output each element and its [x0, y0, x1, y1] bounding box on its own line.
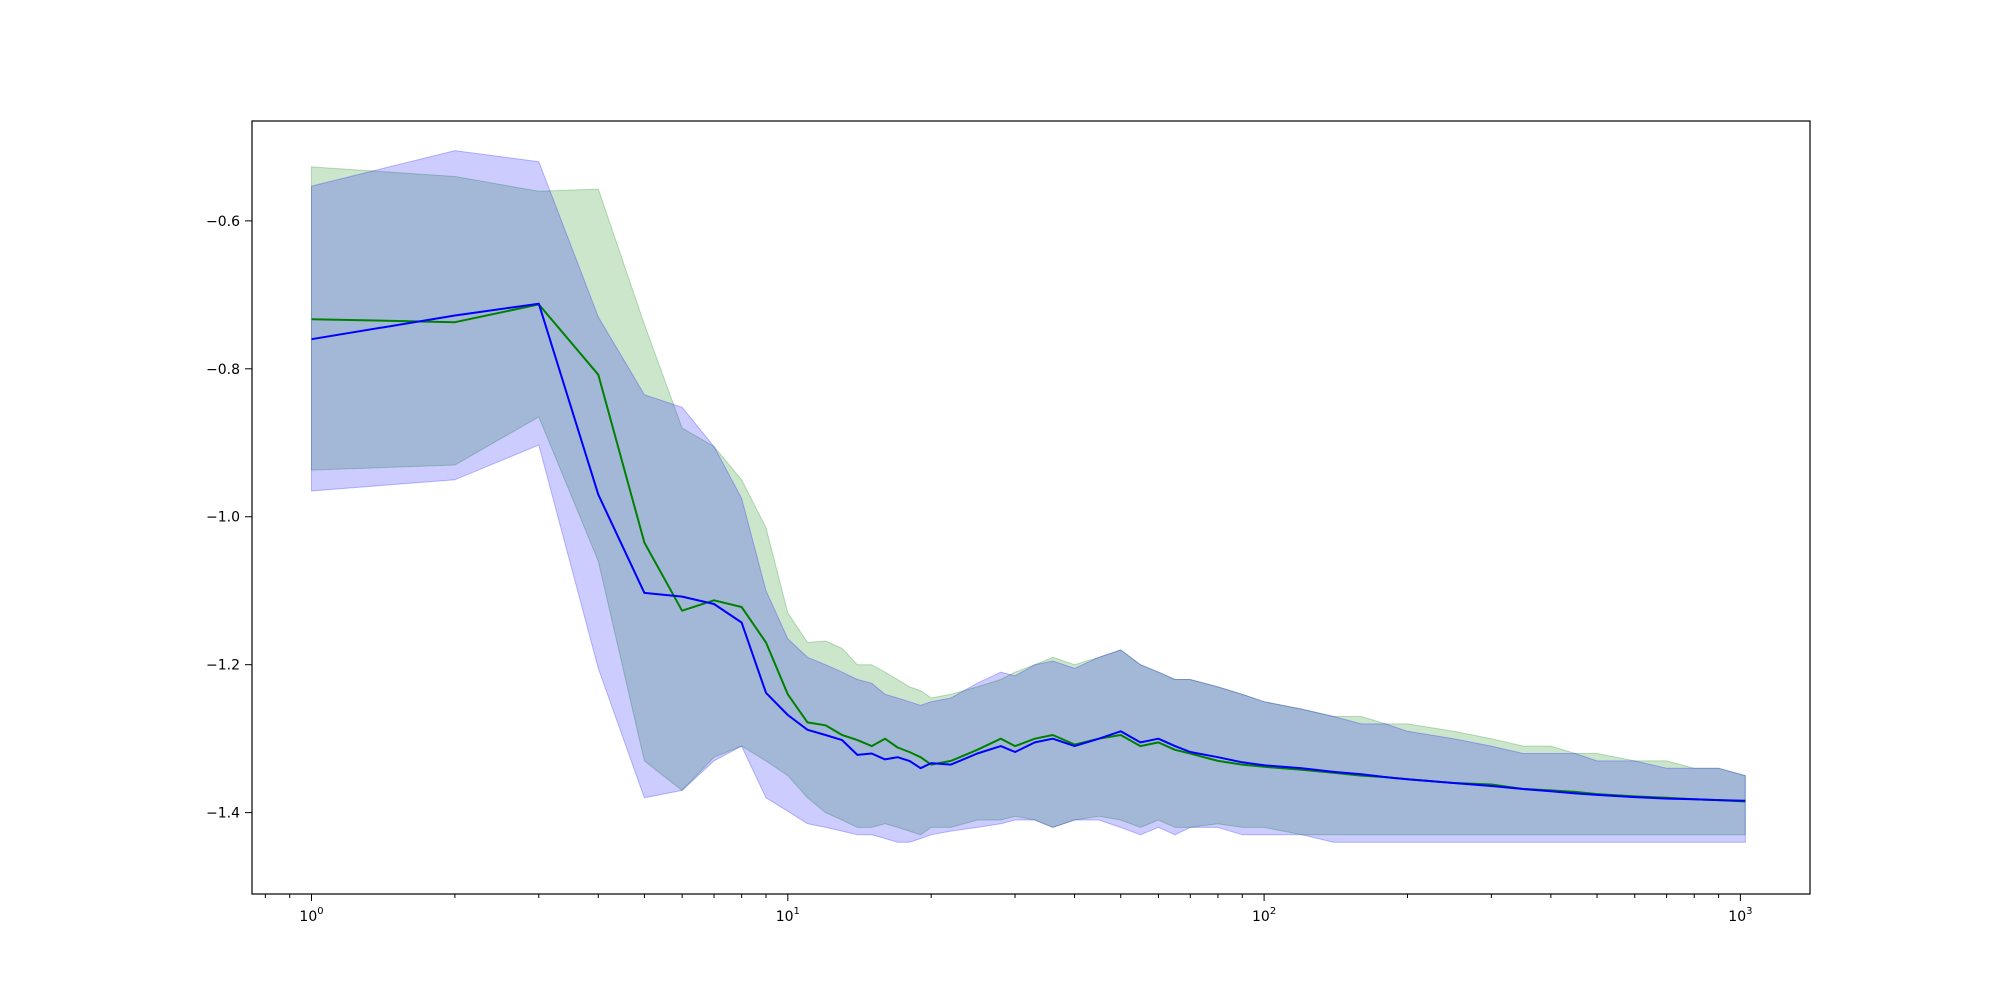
- band-series-1: [311, 150, 1746, 843]
- y-tick-label: −1.0: [206, 510, 240, 526]
- y-tick-label: −0.6: [206, 214, 240, 230]
- plot-frame: [251, 120, 1811, 895]
- band-series-0: [311, 166, 1746, 836]
- confidence-bands: [311, 150, 1746, 843]
- series-lines: [311, 302, 1746, 803]
- y-tick-label: −0.8: [206, 362, 240, 378]
- x-tick-label: 100: [299, 906, 323, 925]
- y-tick-label: −1.4: [206, 806, 240, 822]
- line-series-1: [311, 302, 1746, 802]
- y-tick-label: −1.2: [206, 658, 240, 674]
- x-tick-label: 102: [1252, 906, 1276, 925]
- y-axis: −0.6 −0.8 −1.0 −1.2 −1.4: [206, 214, 252, 822]
- x-tick-label: 101: [776, 906, 800, 925]
- x-tick-label: 103: [1728, 906, 1752, 925]
- x-axis: 100 101 102 103: [264, 894, 1753, 925]
